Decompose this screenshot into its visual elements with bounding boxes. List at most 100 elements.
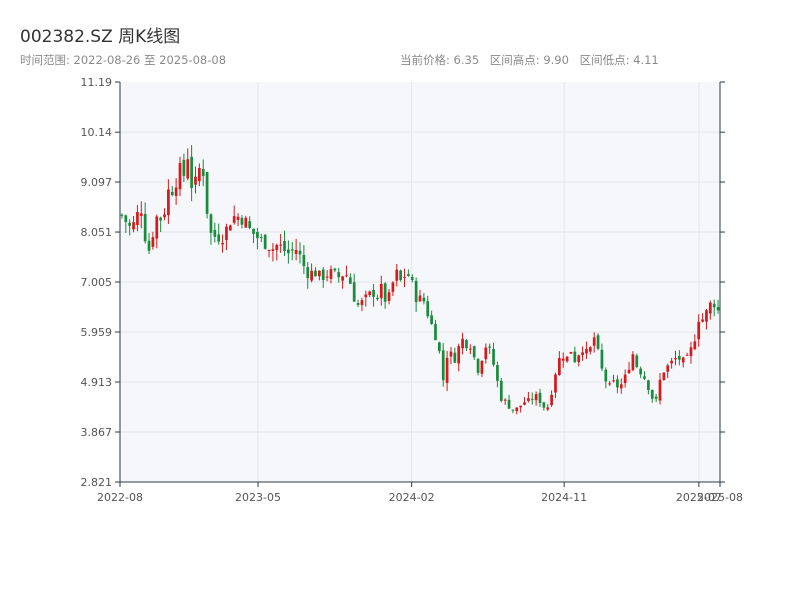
candle bbox=[631, 351, 635, 372]
candle bbox=[399, 269, 402, 282]
candle bbox=[554, 372, 557, 399]
candle bbox=[546, 403, 550, 412]
candle bbox=[616, 375, 619, 394]
candle bbox=[658, 373, 662, 405]
y-tick-label: 10.14 bbox=[81, 126, 113, 139]
candle-body bbox=[685, 354, 689, 356]
candle-body bbox=[290, 249, 294, 251]
candle-body bbox=[348, 277, 352, 284]
date-range-label: 时间范围: 2022-08-26 至 2025-08-08 bbox=[20, 53, 227, 67]
candle-body bbox=[275, 244, 279, 250]
candle bbox=[201, 159, 205, 187]
candle-body bbox=[252, 228, 255, 234]
candle-body bbox=[345, 275, 348, 277]
candle bbox=[252, 228, 255, 244]
x-tick-label: 2024-02 bbox=[389, 491, 435, 504]
candle-body bbox=[167, 189, 170, 216]
candle bbox=[205, 171, 209, 219]
candle bbox=[623, 369, 627, 388]
candle-body bbox=[712, 303, 716, 308]
candle bbox=[708, 300, 712, 320]
candle-body bbox=[395, 269, 399, 281]
candle bbox=[360, 297, 364, 312]
candle-body bbox=[333, 268, 337, 271]
y-tick-label: 4.913 bbox=[81, 376, 113, 389]
candle bbox=[372, 283, 375, 307]
candle bbox=[379, 275, 383, 306]
candle-body bbox=[476, 359, 480, 373]
candle-body bbox=[248, 221, 252, 229]
candle bbox=[310, 263, 313, 283]
candle bbox=[654, 393, 658, 403]
candle bbox=[318, 270, 321, 281]
candle-body bbox=[325, 276, 329, 278]
candle bbox=[561, 352, 565, 368]
candle-body bbox=[507, 399, 511, 409]
candle-body bbox=[592, 337, 596, 346]
candle-body bbox=[515, 407, 519, 412]
candle bbox=[496, 361, 499, 388]
candle bbox=[267, 249, 271, 258]
candle-body bbox=[263, 234, 267, 249]
candle-body bbox=[546, 407, 550, 410]
candle-body bbox=[403, 276, 406, 278]
candle bbox=[232, 205, 236, 225]
candle-body bbox=[573, 351, 577, 363]
candle-body bbox=[465, 340, 468, 349]
candle bbox=[341, 275, 344, 289]
candle bbox=[329, 265, 333, 284]
x-axis-ticks: 2022-08 2023-05 2024-02 2024-11 2025-072025-… bbox=[97, 482, 743, 504]
candle-body bbox=[616, 379, 619, 388]
candle bbox=[352, 273, 356, 302]
candle-body bbox=[716, 307, 720, 311]
candle bbox=[302, 245, 306, 275]
candle-body bbox=[488, 346, 492, 348]
candle-body bbox=[364, 294, 368, 298]
candle bbox=[376, 294, 379, 301]
candle bbox=[430, 310, 433, 325]
candle-body bbox=[178, 163, 182, 190]
candle-body bbox=[391, 282, 395, 292]
candle-body bbox=[422, 297, 426, 302]
candle bbox=[259, 233, 263, 243]
candle-body bbox=[201, 168, 205, 176]
candle bbox=[155, 214, 159, 249]
candle bbox=[581, 346, 584, 361]
candle-body bbox=[647, 380, 650, 391]
candle-body bbox=[600, 349, 604, 369]
candle bbox=[596, 333, 600, 351]
candles bbox=[120, 145, 720, 415]
candle bbox=[418, 290, 422, 302]
candle-body bbox=[689, 347, 693, 357]
candle-body bbox=[232, 216, 236, 223]
candle-body bbox=[155, 216, 159, 239]
x-tick-label: 2024-11 bbox=[541, 491, 587, 504]
candle bbox=[325, 270, 329, 282]
candle-body bbox=[198, 168, 201, 182]
candle-body bbox=[619, 384, 623, 389]
candle-body bbox=[279, 244, 282, 246]
candle bbox=[674, 350, 677, 366]
candle bbox=[139, 201, 143, 229]
candle bbox=[681, 356, 685, 368]
candle-body bbox=[434, 324, 437, 341]
candle-body bbox=[558, 357, 561, 375]
candle-body bbox=[147, 240, 151, 251]
price-stats: 当前价格: 6.35 区间高点: 9.90 区间低点: 4.11 bbox=[400, 52, 666, 68]
candle-body bbox=[635, 355, 639, 367]
candle bbox=[198, 163, 201, 187]
candle bbox=[120, 213, 124, 219]
candle-body bbox=[414, 280, 418, 303]
candle-body bbox=[267, 249, 271, 251]
candle-body bbox=[674, 358, 677, 360]
candle bbox=[569, 351, 573, 354]
candle bbox=[368, 290, 372, 298]
candle-body bbox=[236, 216, 240, 220]
candle bbox=[627, 361, 631, 375]
candle-body bbox=[693, 341, 697, 350]
candle bbox=[159, 216, 162, 233]
candle-body bbox=[287, 249, 290, 254]
y-tick-label: 3.867 bbox=[81, 426, 113, 439]
candle-body bbox=[306, 267, 310, 279]
candle bbox=[248, 216, 252, 230]
